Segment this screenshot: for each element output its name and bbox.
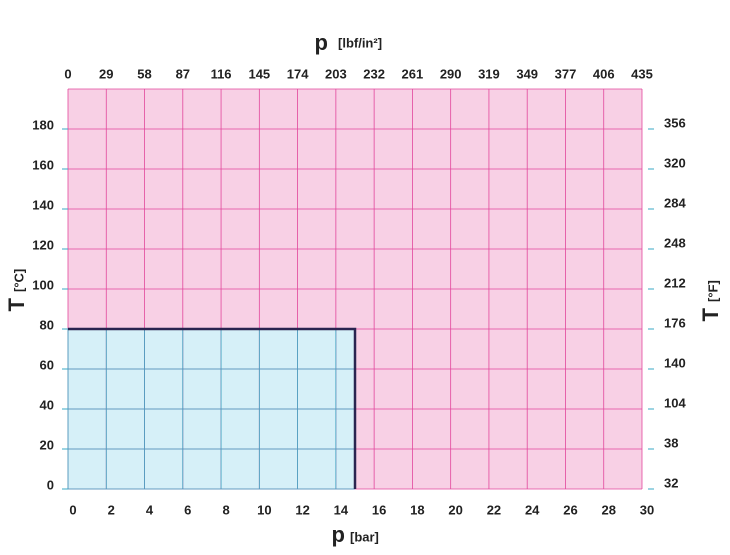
y-tick-label: 180 (32, 117, 54, 132)
y-tick-label: 0 (47, 477, 54, 492)
y-tick-label: 120 (32, 237, 54, 252)
x-tick-label: 30 (640, 502, 654, 517)
x2-tick-label: 58 (137, 66, 151, 81)
x2-label: p (315, 30, 328, 55)
y-label: T (4, 297, 29, 311)
x-tick-label: 14 (334, 502, 349, 517)
y-tick-label: 140 (32, 197, 54, 212)
x-tick-label: 22 (487, 502, 501, 517)
y-tick-label: 80 (40, 317, 54, 332)
x-tick-label: 10 (257, 502, 271, 517)
y2-tick-label: 104 (664, 395, 686, 410)
x2-tick-label: 435 (631, 66, 653, 81)
x-unit: [bar] (350, 529, 379, 544)
y2-tick-label: 284 (664, 195, 686, 210)
x-label: p (332, 522, 345, 547)
x2-tick-label: 203 (325, 66, 347, 81)
x-tick-label: 16 (372, 502, 386, 517)
x-tick-label: 0 (69, 502, 76, 517)
y-tick-label: 160 (32, 157, 54, 172)
x2-tick-label: 406 (593, 66, 615, 81)
x2-tick-label: 116 (211, 66, 232, 81)
x-tick-label: 20 (448, 502, 462, 517)
region-border (68, 327, 357, 489)
y2-tick-label: 176 (664, 315, 686, 330)
x-tick-label: 8 (222, 502, 229, 517)
x2-tick-label: 29 (99, 66, 113, 81)
x2-tick-label: 0 (64, 66, 71, 81)
y2-unit: [°F] (705, 280, 720, 302)
y-tick-label: 60 (40, 357, 54, 372)
x2-tick-label: 377 (555, 66, 577, 81)
x-tick-label: 2 (108, 502, 115, 517)
y2-tick-label: 248 (664, 235, 686, 250)
y-tick-label: 20 (40, 437, 54, 452)
x-tick-label: 12 (295, 502, 309, 517)
y2-tick-label: 140 (664, 355, 686, 370)
y-tick-label: 40 (40, 397, 54, 412)
x2-tick-label: 349 (516, 66, 538, 81)
x-tick-label: 18 (410, 502, 424, 517)
x-tick-label: 6 (184, 502, 191, 517)
y2-tick-label: 38 (664, 435, 678, 450)
x2-tick-label: 232 (363, 66, 385, 81)
x2-tick-label: 319 (478, 66, 500, 81)
x2-tick-label: 290 (440, 66, 462, 81)
x2-tick-label: 87 (176, 66, 190, 81)
y-unit: [°C] (11, 269, 26, 292)
x-tick-label: 28 (601, 502, 615, 517)
x2-tick-label: 145 (248, 66, 270, 81)
x2-tick-label: 261 (402, 66, 424, 81)
y2-tick-label: 212 (664, 275, 686, 290)
y2-label: T (698, 307, 723, 321)
y2-tick-label: 32 (664, 475, 678, 490)
x2-unit: [lbf/in²] (338, 35, 382, 50)
x2-tick-label: 174 (287, 66, 309, 81)
x-tick-label: 4 (146, 502, 154, 517)
y-tick-label: 100 (32, 277, 54, 292)
x-tick-label: 24 (525, 502, 540, 517)
y2-tick-label: 356 (664, 115, 686, 130)
x-tick-label: 26 (563, 502, 577, 517)
y2-tick-label: 320 (664, 155, 686, 170)
